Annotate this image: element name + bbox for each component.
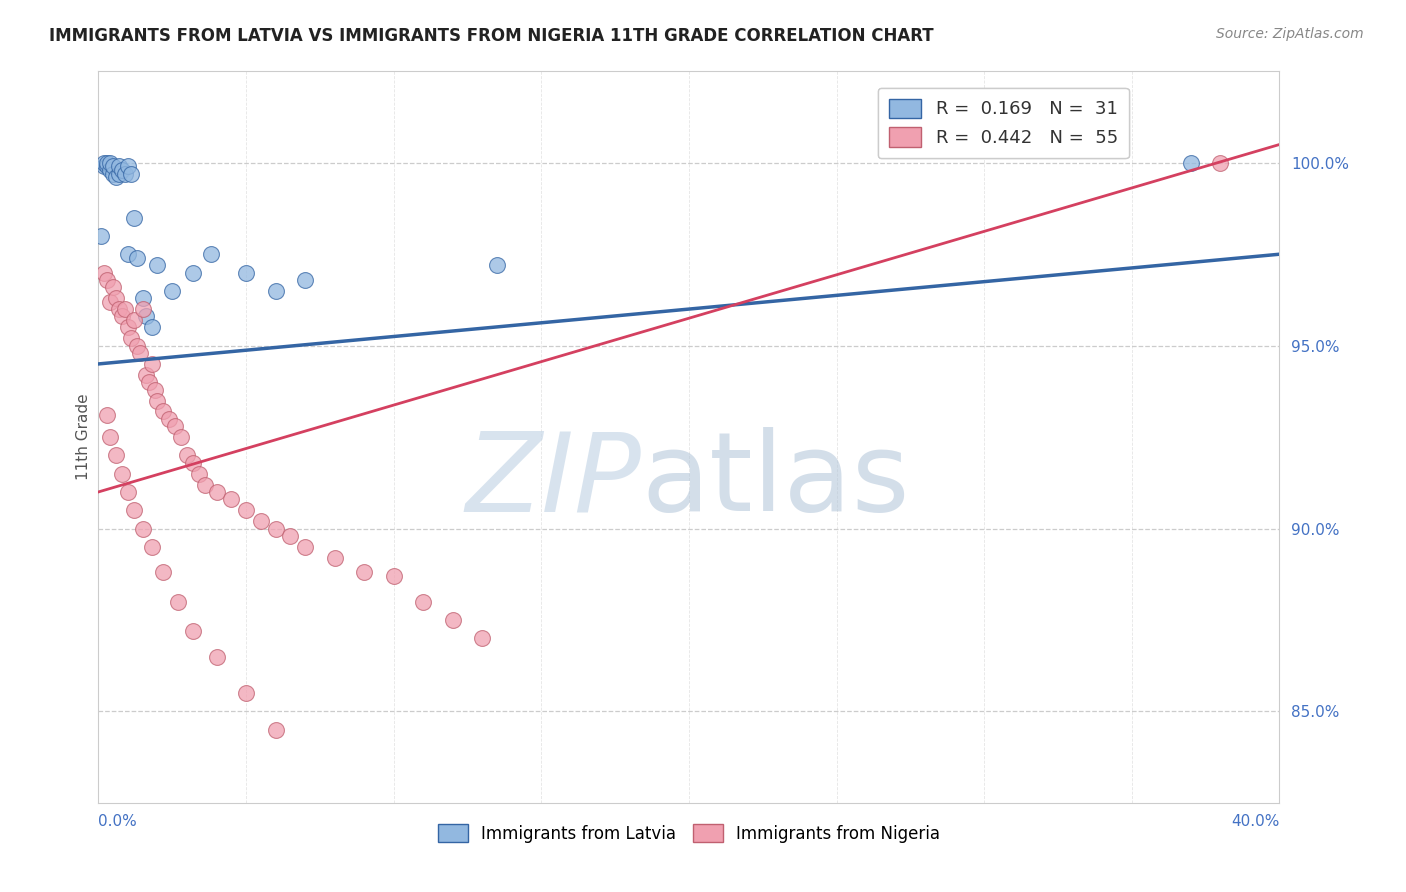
Point <box>205 649 228 664</box>
Point <box>96 156 118 170</box>
Point <box>111 163 134 178</box>
Point <box>162 284 183 298</box>
Point <box>143 383 166 397</box>
Point <box>181 624 204 638</box>
Point <box>122 503 145 517</box>
Point <box>108 160 131 174</box>
Text: Source: ZipAtlas.com: Source: ZipAtlas.com <box>1216 27 1364 41</box>
Point <box>167 595 190 609</box>
Point <box>135 310 157 324</box>
Point <box>122 211 145 225</box>
Point <box>98 294 121 309</box>
Point <box>152 404 174 418</box>
Point <box>194 477 217 491</box>
Legend: Immigrants from Latvia, Immigrants from Nigeria: Immigrants from Latvia, Immigrants from … <box>432 817 946 849</box>
Point <box>353 566 375 580</box>
Point <box>98 156 121 170</box>
Point <box>200 247 222 261</box>
Point <box>114 302 136 317</box>
Point <box>117 485 139 500</box>
Point <box>264 522 287 536</box>
Point <box>235 266 257 280</box>
Point <box>181 266 204 280</box>
Point <box>117 320 139 334</box>
Point <box>105 170 128 185</box>
Point <box>205 485 228 500</box>
Point <box>96 160 118 174</box>
Point <box>382 569 405 583</box>
Point <box>93 160 115 174</box>
Point <box>157 412 180 426</box>
Point <box>96 273 118 287</box>
Point <box>235 503 257 517</box>
Text: 0.0%: 0.0% <box>98 814 138 829</box>
Point <box>96 408 118 422</box>
Point <box>146 393 169 408</box>
Point <box>105 449 128 463</box>
Text: atlas: atlas <box>641 427 910 534</box>
Point <box>486 258 509 272</box>
Point <box>441 613 464 627</box>
Point <box>176 449 198 463</box>
Point <box>103 160 125 174</box>
Point <box>114 167 136 181</box>
Point <box>235 686 257 700</box>
Point <box>250 514 273 528</box>
Point <box>1209 156 1232 170</box>
Point <box>1180 156 1202 170</box>
Point <box>90 229 112 244</box>
Point <box>165 419 187 434</box>
Point <box>117 160 139 174</box>
Point <box>323 550 346 565</box>
Point <box>111 310 134 324</box>
Point <box>128 346 150 360</box>
Point <box>141 540 163 554</box>
Point <box>125 339 148 353</box>
Point <box>152 566 174 580</box>
Point <box>187 467 209 481</box>
Point <box>93 156 115 170</box>
Point <box>412 595 434 609</box>
Text: IMMIGRANTS FROM LATVIA VS IMMIGRANTS FROM NIGERIA 11TH GRADE CORRELATION CHART: IMMIGRANTS FROM LATVIA VS IMMIGRANTS FRO… <box>49 27 934 45</box>
Point <box>93 266 115 280</box>
Point <box>135 368 157 382</box>
Point <box>264 284 287 298</box>
Point <box>111 467 134 481</box>
Point <box>120 167 142 181</box>
Point <box>108 302 131 317</box>
Point <box>132 291 155 305</box>
Point <box>103 280 125 294</box>
Point <box>294 540 316 554</box>
Point <box>120 331 142 345</box>
Point <box>103 167 125 181</box>
Point <box>105 291 128 305</box>
Y-axis label: 11th Grade: 11th Grade <box>76 393 91 481</box>
Point <box>146 258 169 272</box>
Point <box>138 376 160 390</box>
Point <box>280 529 302 543</box>
Point <box>108 167 131 181</box>
Point <box>98 430 121 444</box>
Point <box>221 492 243 507</box>
Point <box>132 522 155 536</box>
Point <box>132 302 155 317</box>
Point <box>122 313 145 327</box>
Point <box>98 163 121 178</box>
Point <box>294 273 316 287</box>
Point <box>181 456 204 470</box>
Point <box>170 430 193 444</box>
Point <box>471 632 494 646</box>
Point <box>264 723 287 737</box>
Text: ZIP: ZIP <box>465 427 641 534</box>
Text: 40.0%: 40.0% <box>1232 814 1279 829</box>
Point <box>141 357 163 371</box>
Point <box>117 247 139 261</box>
Point <box>141 320 163 334</box>
Point <box>125 251 148 265</box>
